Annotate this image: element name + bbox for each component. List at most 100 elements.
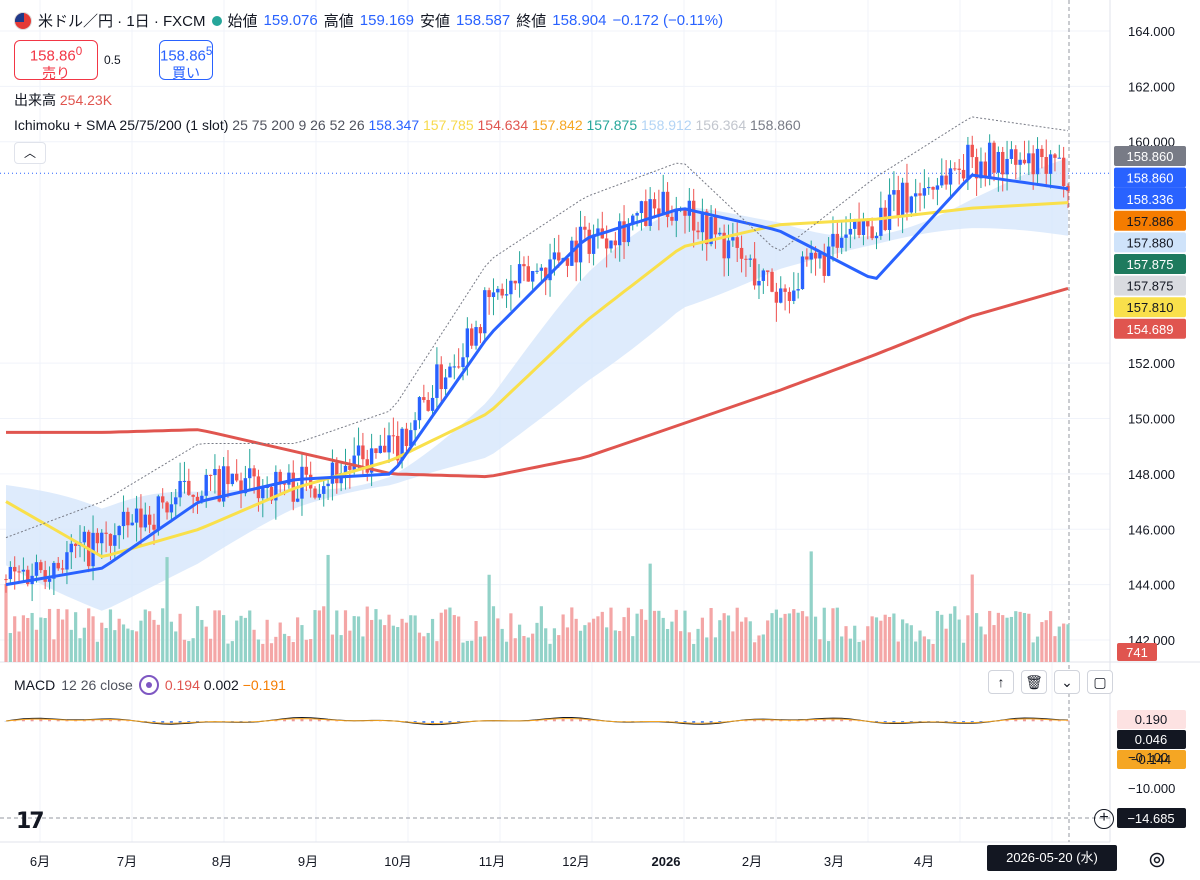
candle-body-23 bbox=[104, 532, 108, 534]
candle-body-82 bbox=[361, 445, 365, 460]
symbol-name[interactable]: 米ドル／円 · 1日 · FXCM bbox=[38, 13, 206, 30]
volume-bar-153 bbox=[670, 621, 674, 662]
volume-bar-53 bbox=[235, 620, 239, 662]
volume-bar-209 bbox=[914, 641, 918, 662]
macd-hist-238 bbox=[1040, 719, 1044, 722]
volume-bar-124 bbox=[544, 628, 548, 662]
time-label-2: 8月 bbox=[212, 854, 232, 869]
volume-bar-101 bbox=[443, 609, 448, 662]
volume-bar-212 bbox=[927, 639, 931, 662]
price-tag-text-6: 157.875 bbox=[1127, 279, 1174, 294]
volume-bar-229 bbox=[1001, 615, 1005, 662]
candle-body-57 bbox=[252, 468, 256, 477]
volume-bar-74 bbox=[326, 554, 330, 662]
candle-body-222 bbox=[970, 144, 974, 158]
price-tag-text-2: 158.336 bbox=[1127, 192, 1174, 207]
macd-hist-188 bbox=[822, 719, 826, 722]
candle-body-161 bbox=[705, 211, 709, 245]
collapse-pane-icon[interactable]: ⌄ bbox=[1054, 670, 1080, 694]
candle-body-205 bbox=[896, 190, 900, 217]
volume-bar-75 bbox=[330, 634, 335, 662]
volume-bar-210 bbox=[918, 630, 922, 662]
volume-bar-188 bbox=[822, 607, 826, 662]
volume-bar-31 bbox=[139, 620, 143, 662]
cursor-value-tag bbox=[1117, 808, 1186, 828]
macd-hist-162 bbox=[709, 721, 713, 724]
ichimoku-legend[interactable]: Ichimoku + SMA 25/75/200 (1 slot) 25 75 … bbox=[14, 117, 801, 133]
volume-bar-19 bbox=[87, 608, 91, 662]
volume-legend[interactable]: 出来高 254.23K bbox=[14, 90, 112, 110]
volume-bar-204 bbox=[892, 613, 896, 662]
macd-hist-122 bbox=[535, 720, 539, 722]
volume-bar-224 bbox=[979, 626, 983, 662]
macd-hist-232 bbox=[1014, 719, 1018, 722]
macd-hist-134 bbox=[587, 719, 591, 722]
volume-bar-11 bbox=[52, 639, 56, 662]
maximize-pane-icon[interactable]: ▢ bbox=[1087, 670, 1113, 694]
tradingview-logo[interactable]: 𝟭𝟳 bbox=[16, 808, 45, 833]
candle-body-72 bbox=[317, 493, 322, 498]
candle-body-28 bbox=[126, 511, 130, 526]
volume-bar-194 bbox=[848, 638, 852, 662]
add-crosshair-icon[interactable]: + bbox=[1094, 809, 1114, 829]
macd-hist-222 bbox=[970, 721, 974, 723]
price-tag-8 bbox=[1114, 318, 1186, 339]
price-tag-5 bbox=[1114, 254, 1186, 274]
macd-hist-220 bbox=[962, 721, 966, 723]
volume-bar-96 bbox=[422, 636, 426, 662]
macd-legend[interactable]: MACD 12 26 close 0.194 0.002 −0.191 bbox=[14, 675, 286, 695]
crosshair-date-label: 2026-05-20 (水) bbox=[987, 845, 1117, 871]
delete-pane-icon[interactable]: 🗑 bbox=[1021, 670, 1047, 694]
candle-body-162 bbox=[709, 217, 713, 245]
volume-bar-126 bbox=[552, 628, 557, 662]
macd-hist-102 bbox=[448, 721, 452, 724]
candle-body-197 bbox=[861, 218, 866, 236]
candle-body-34 bbox=[152, 524, 156, 530]
volume-bar-190 bbox=[831, 608, 835, 662]
candle-body-156 bbox=[683, 208, 687, 216]
candle-body-210 bbox=[918, 193, 922, 196]
buy-button[interactable]: 158.865 買い bbox=[159, 40, 213, 81]
candle-body-16 bbox=[73, 543, 78, 546]
macd-hist-130 bbox=[570, 718, 574, 722]
macd-hist-74 bbox=[326, 719, 330, 722]
macd-tag-2 bbox=[1117, 750, 1186, 769]
ichimoku-value-7: 158.860 bbox=[746, 117, 801, 133]
candle-body-180 bbox=[787, 291, 792, 301]
volume-bar-43 bbox=[191, 638, 195, 662]
settings-gear-icon[interactable] bbox=[1148, 851, 1166, 869]
time-label-5: 11月 bbox=[479, 854, 506, 869]
macd-hist-194 bbox=[848, 719, 852, 722]
candle-body-70 bbox=[308, 474, 313, 489]
volume-bar-119 bbox=[522, 636, 526, 662]
volume-bar-236 bbox=[1031, 642, 1035, 662]
volume-bar-5 bbox=[26, 617, 30, 662]
price-tag-6 bbox=[1114, 275, 1186, 296]
candle-body-80 bbox=[352, 455, 356, 470]
candle-body-122 bbox=[535, 270, 539, 272]
indicator-source-icon[interactable] bbox=[138, 675, 159, 695]
candle-body-50 bbox=[221, 466, 226, 502]
volume-bar-222 bbox=[970, 574, 974, 662]
candle-body-99 bbox=[435, 364, 439, 398]
macd-hist-158 bbox=[692, 721, 696, 724]
move-pane-up-icon[interactable]: ↑ bbox=[988, 670, 1014, 694]
macd-hist-22 bbox=[100, 719, 104, 722]
macd-hist-170 bbox=[744, 720, 748, 722]
collapse-legend-button[interactable]: ︿ bbox=[14, 142, 46, 164]
macd-hist-2 bbox=[13, 720, 17, 722]
buy-price-sup: 5 bbox=[205, 45, 213, 58]
volume-bar-65 bbox=[287, 636, 291, 662]
volume-bar-45 bbox=[200, 619, 204, 662]
candle-body-228 bbox=[996, 151, 1001, 173]
price-tick-1: 162.000 bbox=[1128, 79, 1175, 94]
volume-bar-237 bbox=[1035, 636, 1040, 662]
candle-body-63 bbox=[278, 471, 282, 484]
candle-body-199 bbox=[870, 226, 874, 239]
sell-button[interactable]: 158.860 売り bbox=[14, 40, 98, 81]
volume-bar-103 bbox=[452, 615, 456, 662]
volume-bar-168 bbox=[735, 607, 739, 662]
candle-body-51 bbox=[226, 466, 230, 485]
volume-bar-68 bbox=[300, 625, 304, 662]
